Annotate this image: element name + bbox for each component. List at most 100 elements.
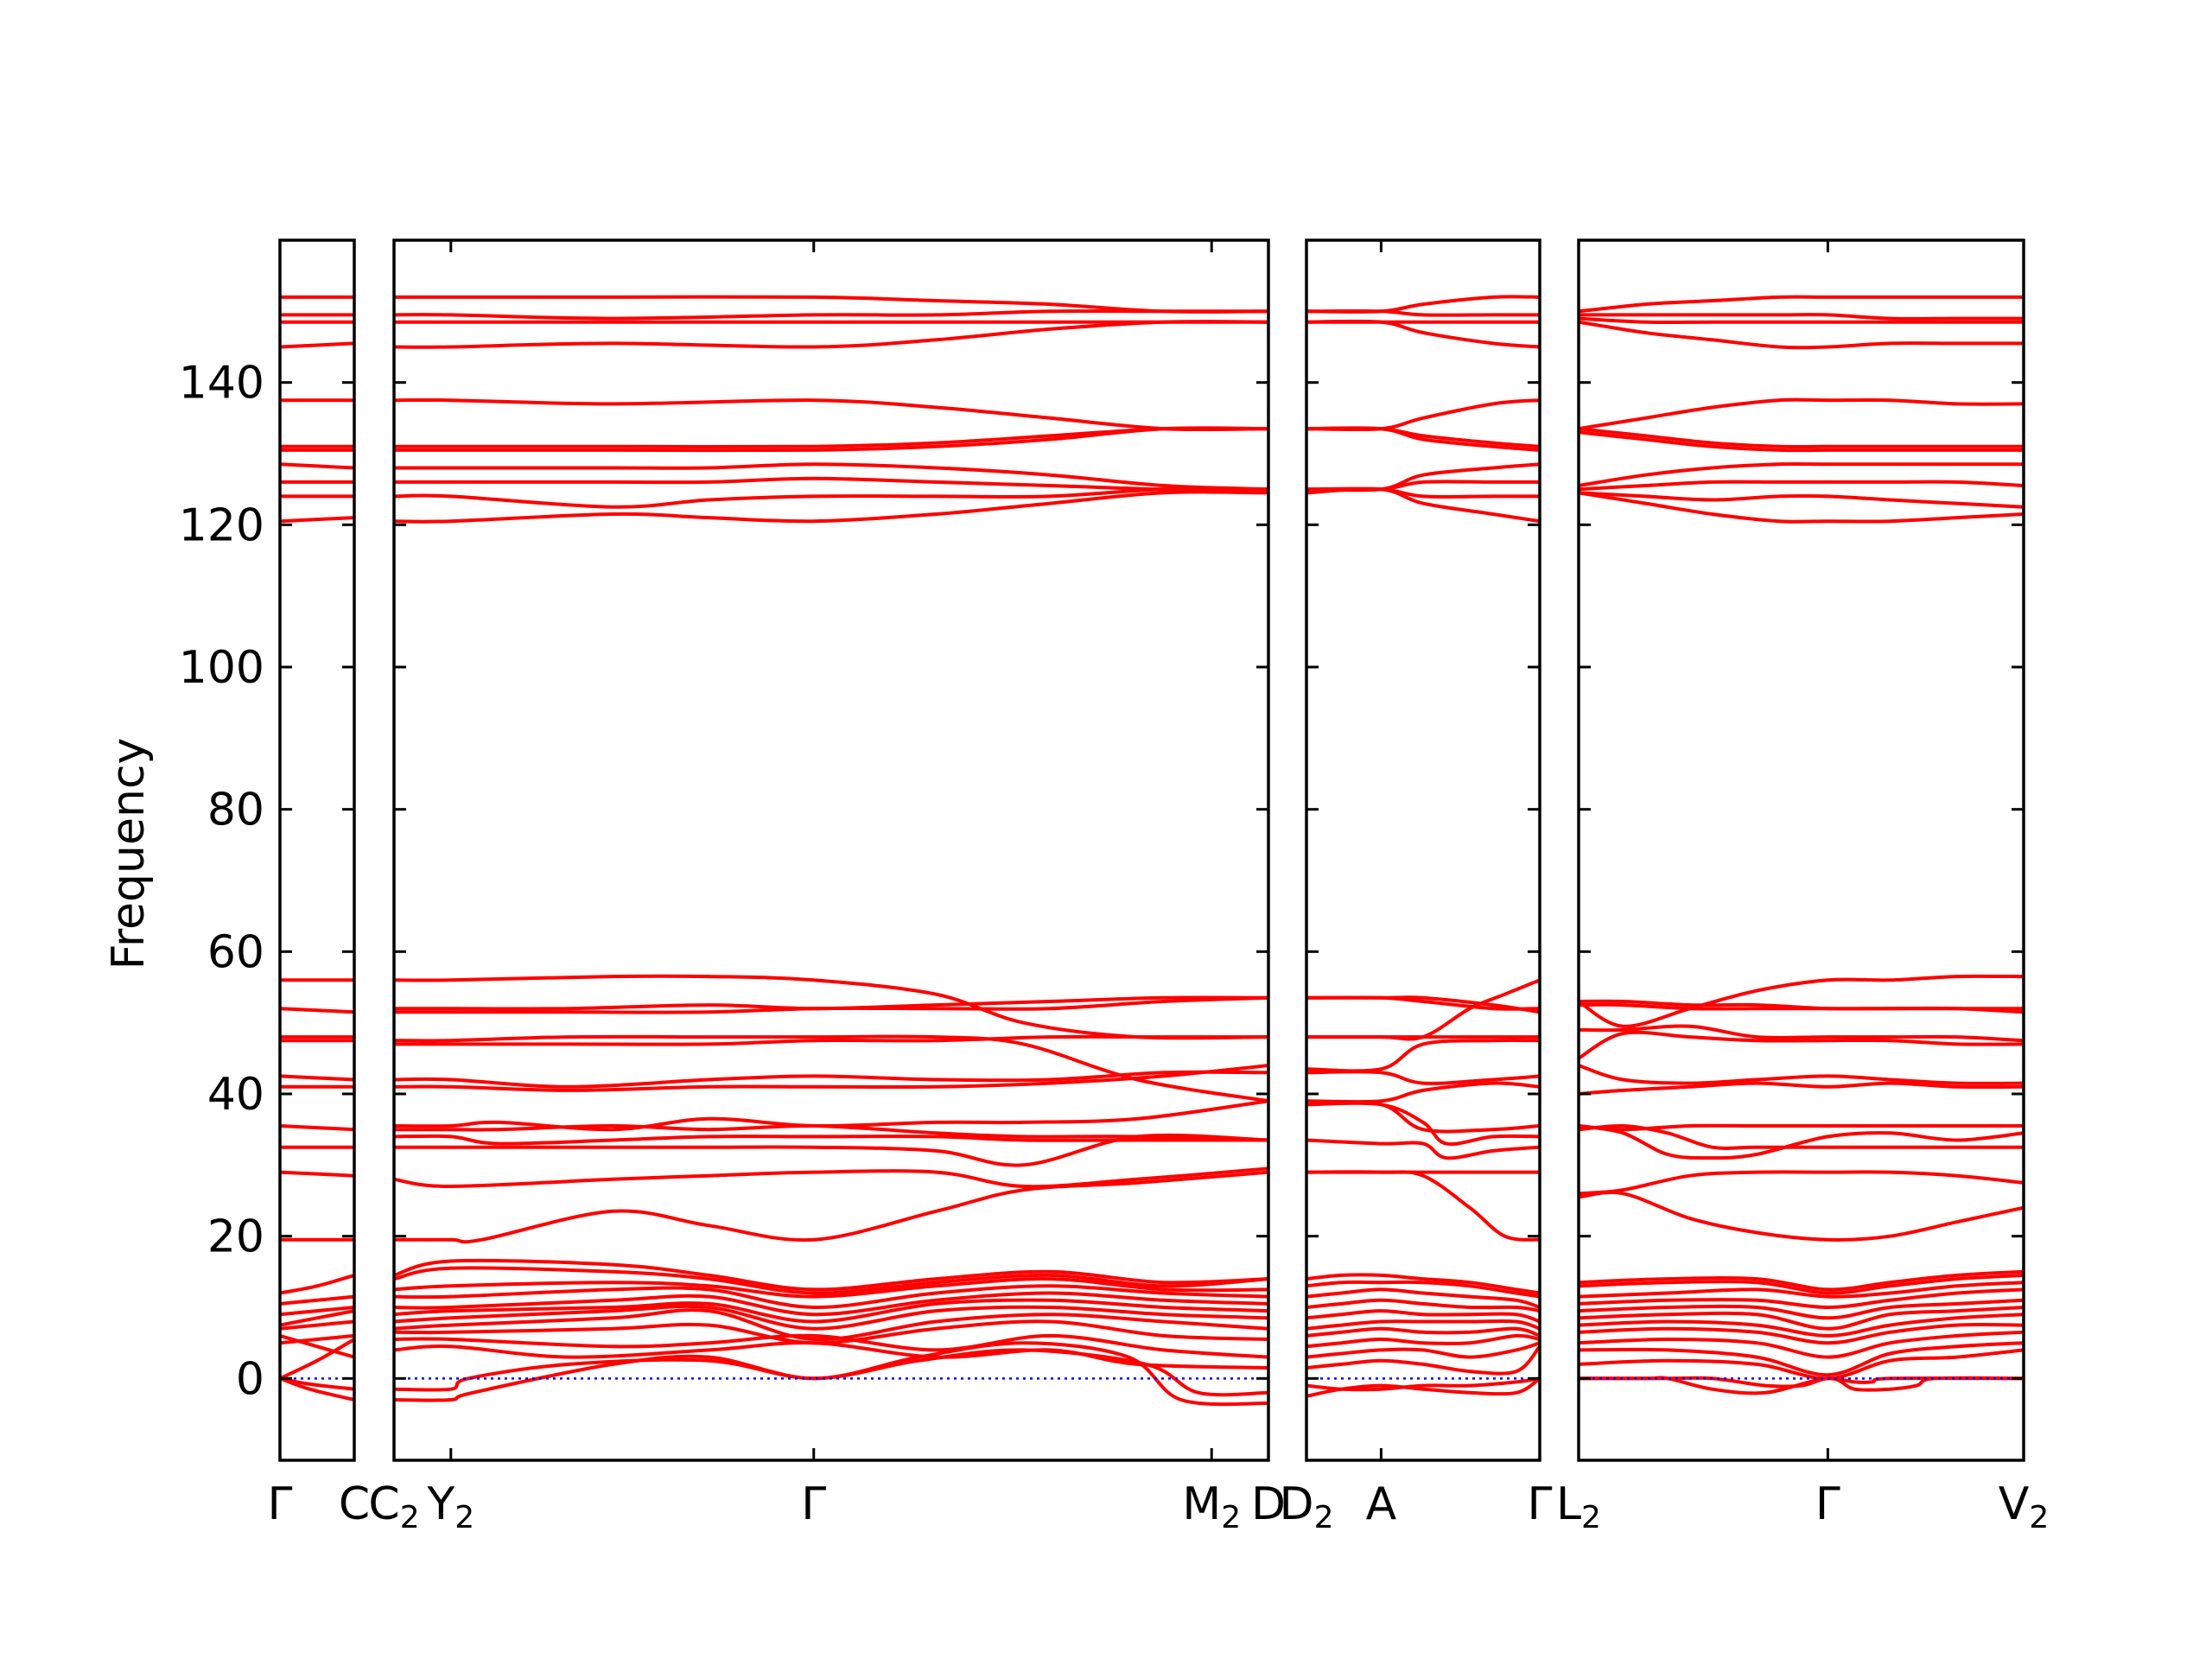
- band-line: [1579, 1030, 2024, 1060]
- band-line: [1579, 1341, 2024, 1377]
- band-line: [1579, 1287, 2024, 1309]
- band-line: [394, 476, 1268, 492]
- band-line: [280, 1338, 354, 1381]
- axis-ticks: [278, 240, 2025, 1460]
- x-tick-label: Y2: [426, 1478, 474, 1535]
- y-tick-label: 60: [207, 926, 264, 978]
- band-line: [394, 1134, 1268, 1146]
- band-line: [280, 1124, 354, 1132]
- band-line: [1579, 1348, 2024, 1381]
- y-axis-label: Frequency: [103, 738, 155, 970]
- band-line: [394, 1333, 1268, 1359]
- x-tick-label: M2: [1182, 1478, 1241, 1535]
- band-line: [1579, 1313, 2024, 1338]
- panel-1-frame: [278, 238, 356, 1462]
- band-line: [1306, 1170, 1540, 1242]
- band-line: [1306, 1344, 1540, 1376]
- band-line: [1579, 427, 2024, 449]
- x-tick-label: Γ: [268, 1478, 293, 1530]
- band-line: [280, 341, 354, 349]
- band-line: [1306, 1287, 1540, 1309]
- band-line: [1306, 1038, 1540, 1073]
- x-tick-label: D: [1251, 1478, 1286, 1530]
- y-tick-label: 100: [179, 642, 264, 694]
- band-line: [280, 1294, 354, 1306]
- band-line: [280, 1273, 354, 1295]
- y-tick-label: 20: [207, 1211, 264, 1263]
- band-line: [280, 1306, 354, 1317]
- band-line: [394, 397, 1268, 432]
- panel-4-frame: [1577, 238, 2025, 1462]
- band-line: [280, 1309, 354, 1327]
- y-tick-label: 0: [236, 1353, 264, 1405]
- band-line: [394, 295, 1268, 314]
- band-line: [1306, 295, 1540, 314]
- band-line: [1579, 397, 2024, 431]
- band-line: [394, 1298, 1268, 1324]
- band-line: [1579, 491, 2024, 524]
- band-line: [1579, 1330, 2024, 1359]
- band-line: [1579, 491, 2024, 509]
- band-line: [280, 1074, 354, 1082]
- band-line: [1306, 1341, 1540, 1359]
- band-line: [280, 1333, 354, 1345]
- band-line: [394, 1291, 1268, 1317]
- band-line: [1579, 1298, 2024, 1320]
- panel-4-bands: [1579, 295, 2024, 1395]
- x-tick-label: D2: [1280, 1478, 1334, 1535]
- band-line: [1306, 319, 1540, 349]
- band-line: [1306, 486, 1540, 524]
- band-line: [1579, 999, 2024, 1011]
- x-tick-label: Γ: [801, 1478, 826, 1530]
- band-line: [394, 1319, 1268, 1345]
- band-line: [1579, 313, 2024, 321]
- band-line: [1306, 462, 1540, 493]
- band-line: [1579, 1322, 2024, 1345]
- band-line: [1306, 1298, 1540, 1313]
- band-line: [394, 1070, 1268, 1089]
- band-line: [394, 1277, 1268, 1299]
- band-line: [394, 320, 1268, 349]
- band-line: [394, 486, 1268, 509]
- band-line: [280, 516, 354, 524]
- band-line: [1306, 1273, 1540, 1295]
- band-line: [1306, 1309, 1540, 1324]
- band-line: [1579, 1191, 2024, 1242]
- band-line: [394, 1099, 1268, 1132]
- band-line: [280, 1319, 354, 1331]
- band-line: [394, 1266, 1268, 1295]
- band-line: [394, 490, 1268, 524]
- band-line: [1579, 1269, 2024, 1292]
- band-line: [1579, 462, 2024, 487]
- band-line: [394, 1341, 1268, 1407]
- band-line: [1579, 1081, 2024, 1096]
- band-line: [1306, 1280, 1540, 1299]
- band-line: [1306, 426, 1540, 452]
- band-line: [1306, 1101, 1540, 1147]
- band-line: [1306, 1326, 1540, 1338]
- band-line: [394, 308, 1268, 321]
- panel-1-bands: [280, 295, 354, 1402]
- x-tick-label: A: [1366, 1478, 1397, 1530]
- x-tick-label: Γ: [1528, 1478, 1553, 1530]
- band-line: [1579, 1024, 2024, 1043]
- band-line: [394, 1284, 1268, 1310]
- panel-2-frame: [392, 238, 1270, 1462]
- band-line: [1306, 1081, 1540, 1104]
- band-line: [280, 1333, 354, 1359]
- x-tick-label: C: [339, 1478, 370, 1530]
- band-line: [1306, 1101, 1540, 1134]
- band-line: [1579, 1281, 2024, 1299]
- panel-3-frame: [1305, 238, 1541, 1462]
- band-line: [394, 974, 1268, 1040]
- x-tick-label: C2: [368, 1478, 419, 1535]
- x-tick-label: Γ: [1815, 1478, 1840, 1530]
- band-line: [1579, 480, 2024, 492]
- band-line: [394, 1308, 1268, 1342]
- band-line: [1579, 1170, 2024, 1196]
- x-tick-label: V2: [1999, 1478, 2049, 1535]
- band-line: [394, 995, 1268, 1011]
- band-line: [1579, 1306, 2024, 1331]
